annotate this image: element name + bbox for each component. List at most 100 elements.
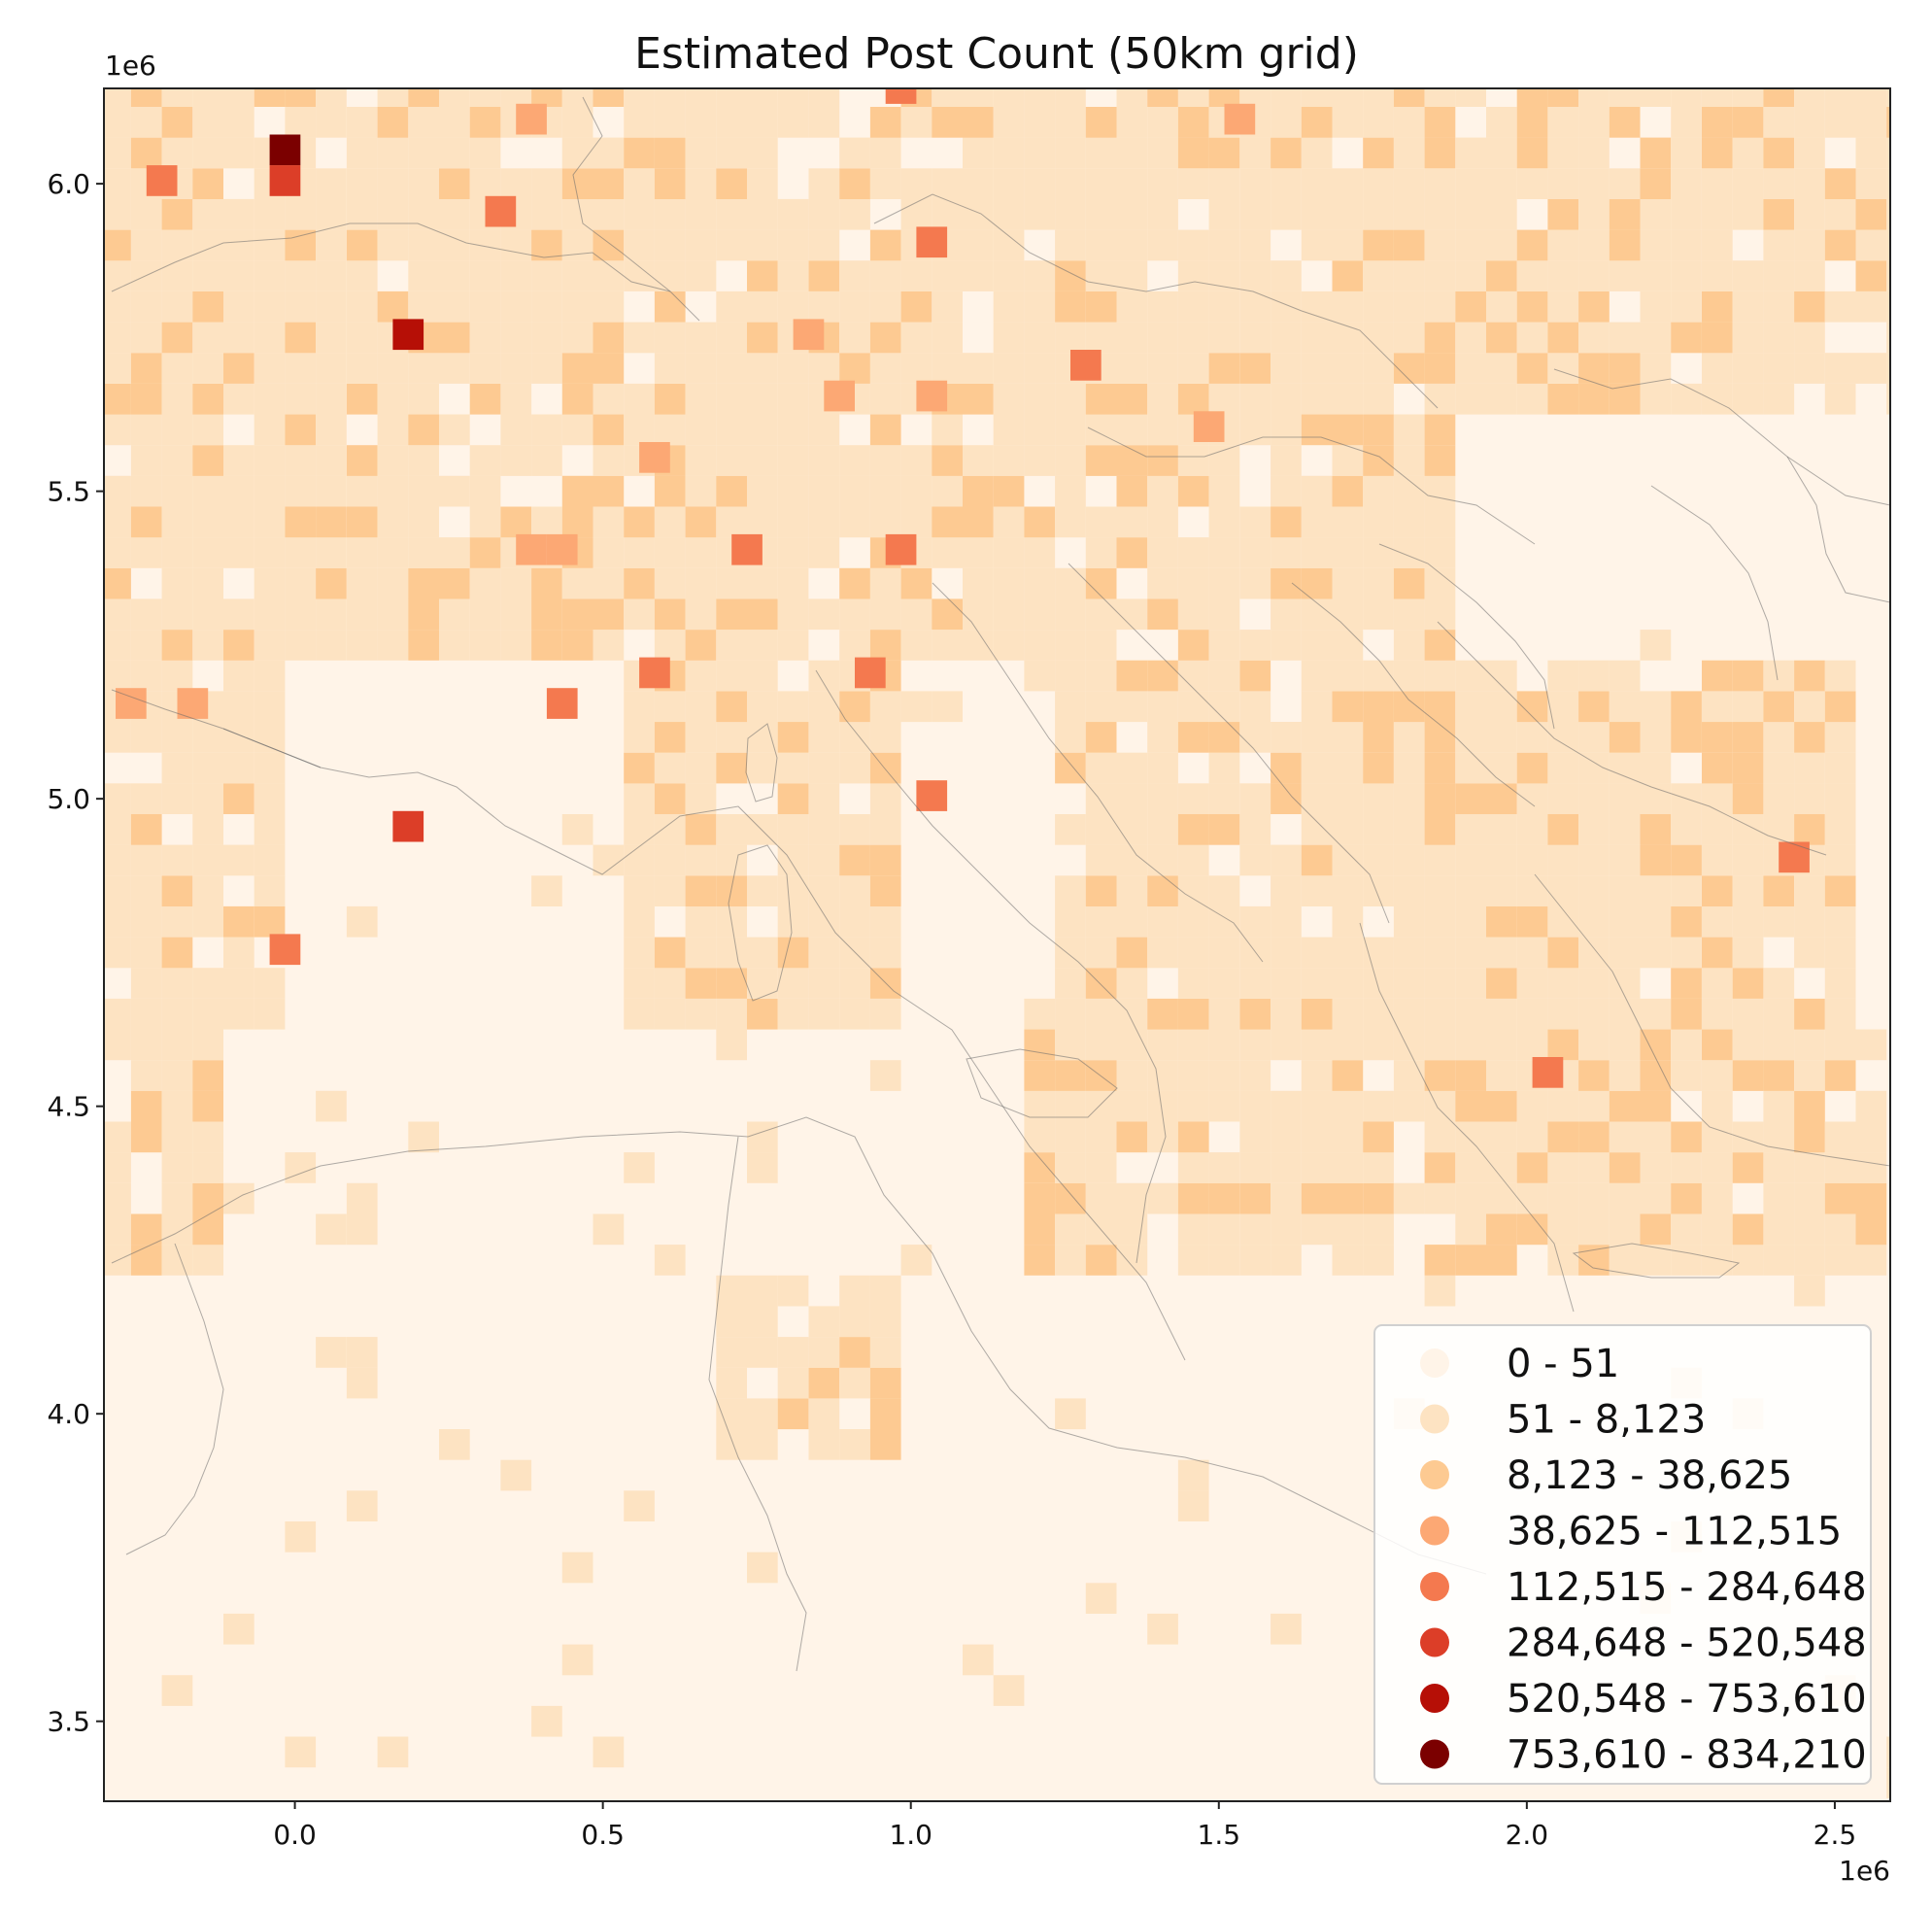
grid-cell	[1640, 383, 1672, 415]
grid-cell	[1578, 1090, 1610, 1122]
grid-cell	[808, 783, 840, 814]
grid-cell	[1763, 88, 1795, 107]
grid-cell	[1424, 1182, 1456, 1214]
grid-cell	[192, 1090, 223, 1122]
grid-cell	[1516, 322, 1548, 354]
grid-cell	[1024, 198, 1056, 230]
grid-cell	[932, 353, 963, 384]
grid-cell	[1024, 998, 1056, 1030]
grid-cell	[1055, 998, 1086, 1030]
grid-cell	[624, 198, 655, 230]
grid-cell	[1609, 752, 1641, 784]
grid-cell	[993, 1675, 1025, 1706]
grid-cell	[1455, 1213, 1486, 1246]
grid-cell	[285, 353, 317, 384]
grid-cell	[685, 383, 717, 415]
grid-cell	[1177, 229, 1209, 261]
grid-cell	[685, 844, 717, 876]
grid-cell	[808, 414, 840, 446]
grid-cell	[316, 198, 347, 230]
grid-cell	[932, 414, 963, 446]
grid-cell	[1208, 567, 1240, 599]
grid-cell	[161, 722, 193, 753]
grid-cell	[1732, 752, 1764, 784]
grid-cell	[839, 998, 870, 1030]
grid-cell	[1271, 260, 1302, 291]
grid-cell	[808, 1429, 840, 1460]
grid-cell	[747, 506, 778, 538]
grid-cell	[1332, 414, 1364, 446]
x-axis-ticks: 0.0 0.5 1.0 1.5 2.0 2.5	[273, 1801, 1856, 1851]
grid-cell	[685, 414, 717, 446]
grid-cell	[1671, 229, 1702, 261]
grid-cell	[1055, 814, 1086, 845]
grid-cell	[1609, 198, 1641, 230]
hotspot-cell	[269, 134, 301, 166]
grid-cell	[1824, 1213, 1856, 1246]
grid-cell	[1547, 1213, 1579, 1246]
grid-cell	[839, 198, 870, 230]
grid-cell	[1640, 1213, 1672, 1246]
grid-cell	[1271, 445, 1302, 476]
grid-cell	[1732, 998, 1764, 1030]
grid-cell	[1055, 630, 1086, 661]
grid-cell	[1424, 691, 1456, 723]
grid-cell	[1516, 905, 1548, 938]
grid-cell	[685, 537, 717, 568]
grid-cell	[1301, 998, 1333, 1030]
grid-cell	[1363, 229, 1394, 261]
grid-cell	[1763, 290, 1795, 323]
grid-cell	[1208, 660, 1240, 692]
grid-cell	[808, 1398, 840, 1430]
grid-cell	[408, 537, 439, 568]
grid-cell	[1363, 290, 1394, 323]
grid-cell	[1424, 844, 1456, 876]
grid-cell	[1578, 844, 1610, 876]
grid-cell	[716, 290, 747, 323]
grid-cell	[316, 353, 347, 384]
grid-cell	[1085, 968, 1117, 999]
grid-cell	[1763, 1029, 1795, 1061]
grid-cell	[104, 814, 131, 845]
grid-cell	[1547, 229, 1579, 261]
grid-cell	[1424, 383, 1456, 415]
grid-cell	[104, 383, 131, 415]
grid-cell	[1547, 783, 1579, 814]
grid-cell	[408, 137, 439, 169]
grid-cell	[531, 88, 562, 107]
grid-cell	[869, 1398, 901, 1430]
grid-cell	[869, 1337, 901, 1368]
grid-cell	[1640, 1245, 1672, 1276]
grid-cell	[869, 875, 901, 906]
grid-cell	[531, 630, 562, 661]
grid-cell	[104, 506, 131, 538]
grid-cell	[1824, 1182, 1856, 1214]
grid-cell	[1732, 1152, 1764, 1183]
grid-cell	[346, 198, 378, 230]
grid-cell	[1271, 1613, 1302, 1645]
grid-cell	[130, 722, 162, 753]
grid-cell	[285, 290, 317, 323]
legend-swatch	[1420, 1684, 1449, 1713]
grid-cell	[1208, 168, 1240, 199]
grid-cell	[716, 691, 747, 723]
grid-cell	[593, 567, 625, 599]
grid-cell	[593, 137, 625, 169]
grid-cell	[869, 598, 901, 631]
grid-cell	[1824, 1029, 1856, 1061]
grid-cell	[1301, 722, 1333, 753]
grid-cell	[716, 1029, 747, 1061]
grid-cell	[1177, 1060, 1209, 1091]
grid-cell	[1547, 322, 1579, 354]
grid-cell	[1177, 383, 1209, 415]
grid-cell	[500, 506, 532, 538]
grid-cell	[1177, 691, 1209, 723]
grid-cell	[1640, 937, 1672, 969]
grid-cell	[593, 414, 625, 446]
grid-cell	[1855, 1090, 1887, 1122]
grid-cell	[500, 414, 532, 446]
grid-cell	[1085, 198, 1117, 230]
grid-cell	[808, 1337, 840, 1368]
grid-cell	[777, 537, 809, 568]
grid-cell	[777, 1337, 809, 1368]
